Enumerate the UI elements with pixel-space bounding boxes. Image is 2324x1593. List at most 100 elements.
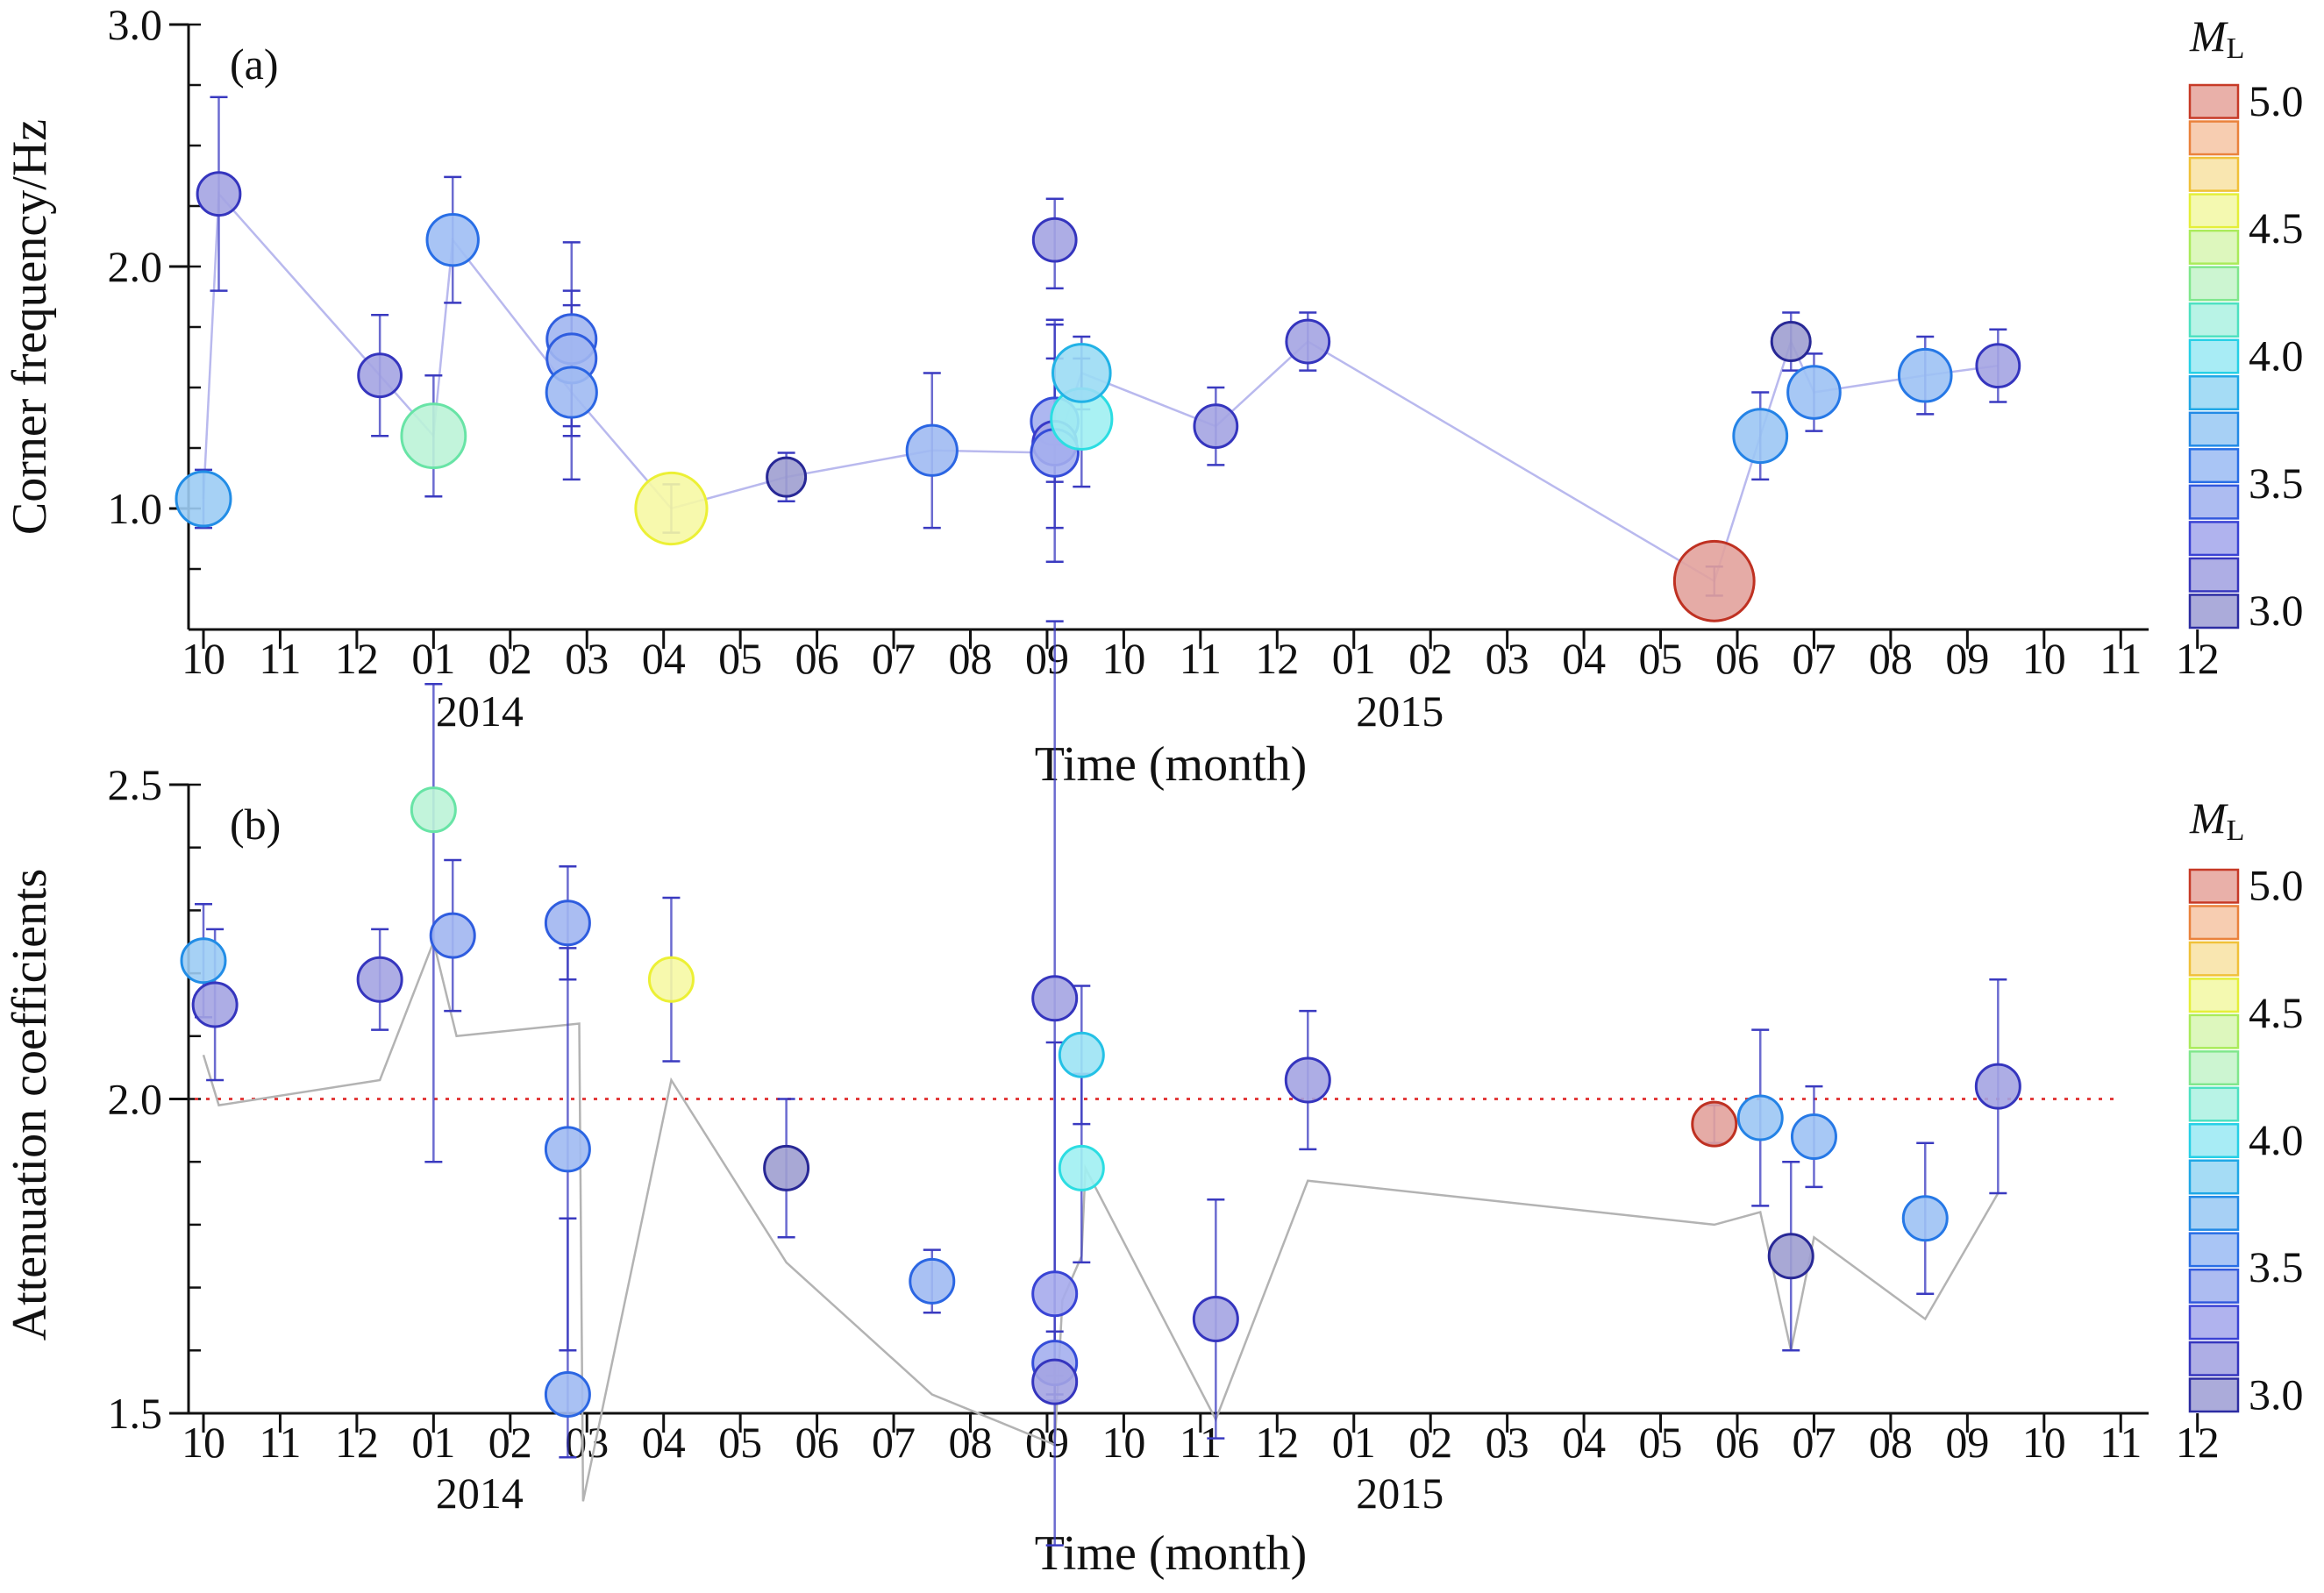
data-point <box>175 470 232 528</box>
y-axis-title: Attenuation coefficients <box>3 869 57 1341</box>
panel-b: 1.5 2.0 2.5 10 11 12 01 02 03 04 05 06 07 08 09 10 11 12 0… <box>3 620 2220 1581</box>
x-tick-label: 04 <box>642 634 686 683</box>
data-point <box>356 956 403 1003</box>
colorbar-title-main: M <box>2189 11 2228 60</box>
colorbar-swatch <box>2188 557 2240 593</box>
data-point <box>1058 1144 1105 1191</box>
colorbar-label: 5.0 <box>2249 76 2304 125</box>
x-tick-label: 05 <box>1639 1418 1683 1467</box>
data-point <box>647 956 695 1003</box>
colorbar-swatch <box>2188 411 2240 447</box>
x-tick-label: 10 <box>1101 1418 1145 1467</box>
x-tick-label: 11 <box>259 1418 301 1467</box>
colorbar-swatch <box>2188 375 2240 411</box>
data-point <box>1736 1094 1784 1141</box>
y-tick-label: 1.5 <box>108 1389 163 1438</box>
x-tick-label: 06 <box>795 1418 839 1467</box>
colorbar-swatch <box>2188 868 2240 904</box>
colorbar-swatch <box>2188 1305 2240 1341</box>
x-axis-title: Time (month) <box>1035 737 1308 792</box>
data-point <box>425 212 480 267</box>
x-tick-label: 11 <box>2099 1418 2142 1467</box>
colorbar-title: ML <box>2189 793 2244 847</box>
x-tick-label: 05 <box>1639 634 1683 683</box>
x-tick-label: 09 <box>1945 634 1989 683</box>
colorbar-swatch <box>2188 521 2240 557</box>
colorbar-swatch <box>2188 1268 2240 1304</box>
x-tick-label: 02 <box>488 1418 532 1467</box>
data-point <box>1975 343 2021 389</box>
colorbar-title-sub: L <box>2227 32 2245 65</box>
colorbar-a: 5.0 4.5 4.0 3.5 3.0 ML <box>2188 11 2304 635</box>
year-label: 2014 <box>436 1469 524 1518</box>
colorbar-label: 3.0 <box>2249 586 2304 635</box>
data-point <box>1770 321 1812 363</box>
data-point <box>1786 365 1842 420</box>
data-point <box>1192 1295 1239 1342</box>
y-tick-label: 2.0 <box>108 1075 163 1124</box>
data-point <box>1285 318 1331 365</box>
data-point <box>1790 1113 1837 1161</box>
colorbar-label: 5.0 <box>2249 861 2304 910</box>
x-tick-label: 01 <box>1332 1418 1376 1467</box>
data-point <box>1031 975 1079 1022</box>
data-point <box>545 366 598 419</box>
data-point <box>180 937 227 985</box>
colorbar-b: 5.0 4.5 4.0 3.5 3.0 ML <box>2188 793 2304 1419</box>
x-tick-label: 01 <box>1332 634 1376 683</box>
colorbar-label: 4.0 <box>2249 1115 2304 1164</box>
x-tick-label: 08 <box>1869 1418 1913 1467</box>
y-tick-label: 2.5 <box>108 760 163 809</box>
data-point <box>1672 539 1756 622</box>
x-tick-label: 07 <box>872 634 916 683</box>
x-tick-label: 02 <box>1408 634 1452 683</box>
colorbar-swatch <box>2188 302 2240 338</box>
year-label: 2014 <box>436 686 524 736</box>
x-tick-label: 07 <box>872 1418 916 1467</box>
data-point <box>357 352 403 399</box>
colorbar-label: 4.0 <box>2249 331 2304 380</box>
colorbar-swatch <box>2188 156 2240 192</box>
data-point <box>544 1126 591 1173</box>
x-tick-label: 05 <box>718 1418 762 1467</box>
colorbar-swatch <box>2188 484 2240 520</box>
data-point <box>410 786 457 834</box>
colorbar-label: 3.5 <box>2249 1242 2304 1291</box>
x-tick-label: 06 <box>795 634 839 683</box>
data-point <box>1901 1195 1949 1242</box>
data-point <box>1193 403 1239 450</box>
x-tick-label: 10 <box>2022 634 2066 683</box>
colorbar-swatch <box>2188 193 2240 229</box>
x-tick-label: 09 <box>1945 1418 1989 1467</box>
x-tick-label: 01 <box>411 1418 455 1467</box>
year-label: 2015 <box>1356 1469 1444 1518</box>
x-tick-label: 12 <box>2176 634 2220 683</box>
panel-a: 1.0 2.0 3.0 10 11 12 01 02 03 04 05 06 07 08 09 10 11 12 0… <box>3 0 2220 792</box>
colorbar-swatch <box>2188 1195 2240 1231</box>
data-point <box>766 456 808 498</box>
colorbar-swatch <box>2188 1232 2240 1268</box>
data-point <box>1691 1100 1738 1148</box>
colorbar-swatch <box>2188 338 2240 374</box>
colorbar-swatch <box>2188 594 2240 629</box>
data-point <box>1031 1270 1079 1318</box>
year-label: 2015 <box>1356 686 1444 736</box>
data-point <box>1031 1358 1079 1405</box>
colorbar-label: 4.5 <box>2249 203 2304 252</box>
data-point <box>1897 347 1953 403</box>
data-point <box>905 423 959 477</box>
data-point <box>634 471 709 546</box>
x-tick-label: 12 <box>1255 634 1299 683</box>
x-tick-label: 05 <box>718 634 762 683</box>
x-tick-label: 12 <box>2176 1418 2220 1467</box>
colorbar-swatch <box>2188 266 2240 302</box>
x-tick-label: 03 <box>1486 634 1529 683</box>
x-tick-label: 04 <box>642 1418 686 1467</box>
colorbar-swatch <box>2188 1013 2240 1049</box>
x-tick-label: 07 <box>1792 634 1836 683</box>
colorbar-label: 3.0 <box>2249 1369 2304 1419</box>
x-tick-label: 03 <box>565 634 609 683</box>
x-tick-label: 02 <box>1408 1418 1452 1467</box>
x-axis-title: Time (month) <box>1035 1526 1308 1581</box>
